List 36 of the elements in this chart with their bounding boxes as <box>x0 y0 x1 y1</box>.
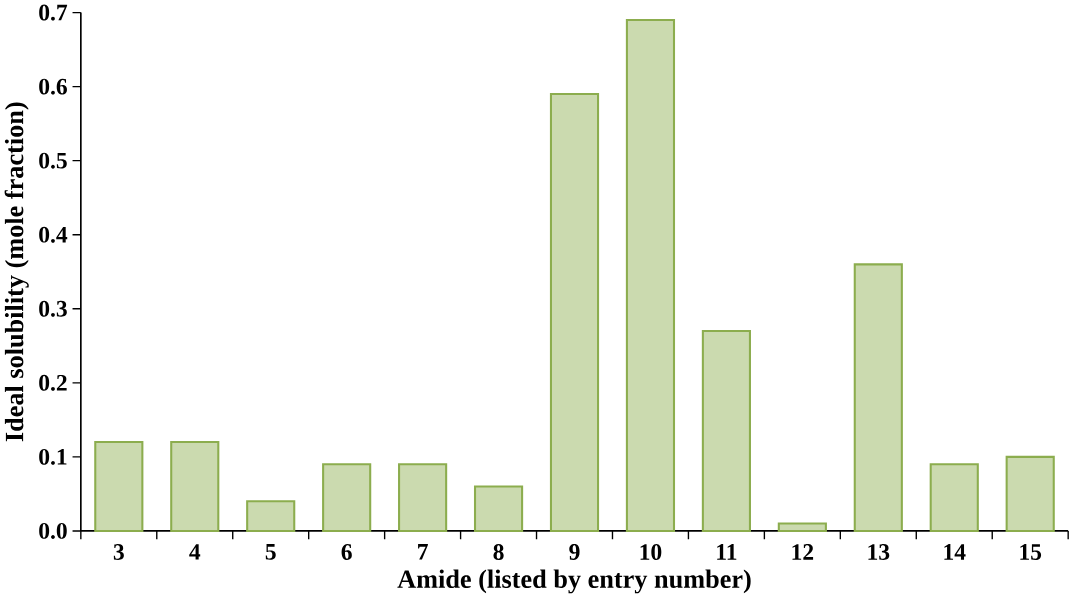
y-tick-label: 0.3 <box>39 300 67 317</box>
bar <box>929 463 979 532</box>
y-tick-label: 0.0 <box>39 522 67 539</box>
bar <box>398 463 448 532</box>
y-tick-label: 0.1 <box>39 448 67 465</box>
x-tick-label: 12 <box>792 544 814 560</box>
x-tick-label: 4 <box>189 544 201 560</box>
bar <box>246 500 296 532</box>
bar <box>322 463 372 532</box>
y-axis-title: Ideal solubility (mole fraction) <box>4 102 29 442</box>
bar <box>94 441 144 532</box>
x-tick-label: 11 <box>717 544 737 560</box>
bar <box>625 18 676 532</box>
y-tick-label: 0.5 <box>39 152 67 169</box>
bar <box>473 485 524 532</box>
x-tick-label: 15 <box>1020 544 1042 560</box>
y-tick-label: 0.4 <box>39 226 68 243</box>
x-tick-label: 5 <box>265 544 276 560</box>
bar <box>1005 455 1055 532</box>
bar <box>777 522 827 532</box>
x-tick-label: 13 <box>868 544 890 560</box>
bar <box>701 329 751 532</box>
x-tick-label: 7 <box>418 544 428 560</box>
y-tick-label: 0.7 <box>39 4 68 21</box>
y-tick-label: 0.2 <box>39 374 67 391</box>
x-tick-label: 3 <box>113 544 124 560</box>
x-tick-label: 14 <box>944 544 966 560</box>
x-axis-title: Amide (listed by entry number) <box>397 569 751 594</box>
bar <box>170 441 220 532</box>
x-tick-label: 9 <box>569 544 580 560</box>
y-tick-label: 0.6 <box>39 78 67 95</box>
x-tick-label: 8 <box>493 544 504 560</box>
x-tick-label: 6 <box>341 544 352 560</box>
bar <box>853 263 903 532</box>
bar <box>549 93 600 532</box>
x-tick-label: 10 <box>640 544 662 560</box>
